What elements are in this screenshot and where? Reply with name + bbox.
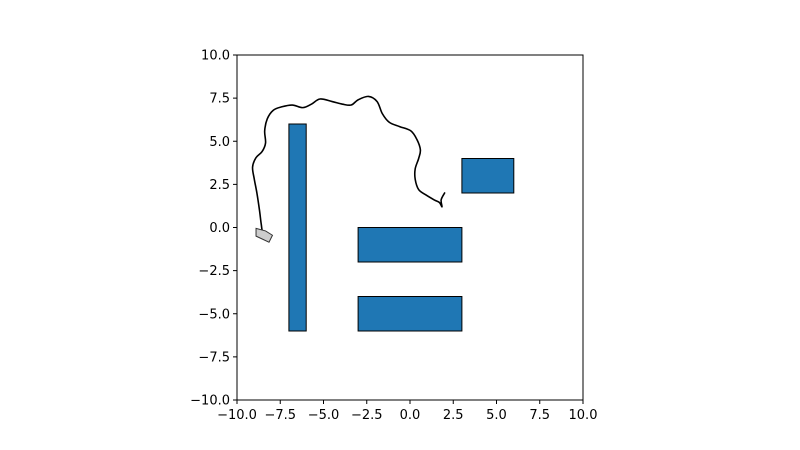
x-tick-label: −2.5 — [351, 408, 383, 423]
y-tick-label: 2.5 — [209, 178, 230, 193]
y-tick-label: −5.0 — [198, 307, 230, 322]
x-tick-label: 5.0 — [486, 408, 507, 423]
y-tick-label: 0.0 — [209, 221, 230, 236]
y-tick-label: 5.0 — [209, 135, 230, 150]
x-tick-label: 2.5 — [443, 408, 464, 423]
x-tick-label: 7.5 — [529, 408, 550, 423]
obstacle-rect-4 — [461, 158, 515, 194]
x-tick-label: 10.0 — [569, 408, 598, 423]
y-tick-label: −7.5 — [198, 350, 230, 365]
robot-footprint — [255, 227, 274, 243]
obstacle-rect-2 — [357, 227, 463, 263]
x-tick-label: −10.0 — [217, 408, 257, 423]
path-layer — [251, 95, 446, 238]
y-tick-label: −10.0 — [190, 394, 230, 409]
x-tick-label: −5.0 — [308, 408, 340, 423]
x-tick-label: −7.5 — [264, 408, 296, 423]
robot-layer — [255, 227, 274, 243]
y-tick-label: 7.5 — [209, 92, 230, 107]
x-axis-ticks: −10.0 −7.5 −5.0 −2.5 0.0 2.5 5.0 7.5 10.0 — [217, 400, 597, 423]
obstacle-rect-1 — [288, 123, 307, 332]
y-tick-label: 10.0 — [201, 49, 230, 64]
y-axis-ticks: −10.0 −7.5 −5.0 −2.5 0.0 2.5 5.0 7.5 10.0 — [190, 49, 237, 409]
obstacle-rect-3 — [357, 296, 463, 332]
x-tick-label: 0.0 — [400, 408, 421, 423]
y-tick-label: −2.5 — [198, 264, 230, 279]
trajectory-path — [251, 95, 446, 238]
obstacles-layer — [288, 123, 515, 332]
